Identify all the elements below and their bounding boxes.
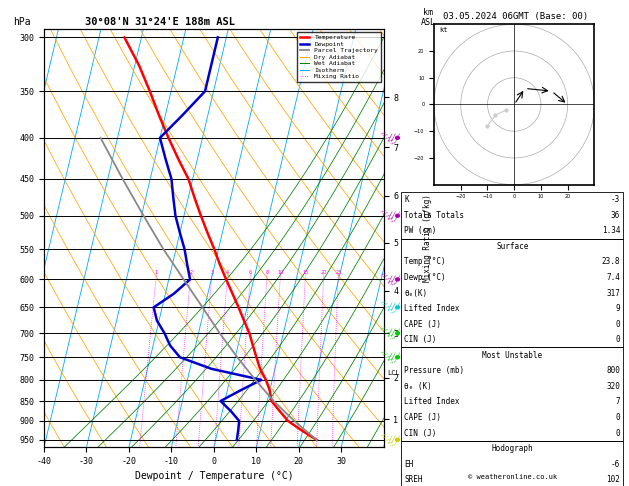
Text: ╱╱╱: ╱╱╱ xyxy=(387,134,399,142)
Text: ╱╱╱: ╱╱╱ xyxy=(387,353,399,362)
Text: 1.34: 1.34 xyxy=(602,226,620,235)
Text: CIN (J): CIN (J) xyxy=(404,335,437,344)
Text: 23.8: 23.8 xyxy=(602,258,620,266)
Text: 20: 20 xyxy=(321,270,327,275)
Text: /////: ///// xyxy=(379,325,396,342)
Text: Pressure (mb): Pressure (mb) xyxy=(404,366,465,375)
Text: PW (cm): PW (cm) xyxy=(404,226,437,235)
Text: 0: 0 xyxy=(616,320,620,329)
Text: CAPE (J): CAPE (J) xyxy=(404,320,442,329)
Text: /////: ///// xyxy=(379,349,396,365)
Text: 30°08'N 31°24'E 188m ASL: 30°08'N 31°24'E 188m ASL xyxy=(85,17,235,27)
Text: km
ASL: km ASL xyxy=(420,8,435,27)
Y-axis label: Mixing Ratio (g/kg): Mixing Ratio (g/kg) xyxy=(423,194,432,282)
Text: ╱╱╱: ╱╱╱ xyxy=(387,436,399,444)
Text: 2: 2 xyxy=(189,270,192,275)
Text: ╱╱╱: ╱╱╱ xyxy=(387,212,399,220)
Text: 10: 10 xyxy=(277,270,284,275)
Text: 15: 15 xyxy=(303,270,309,275)
Text: Surface: Surface xyxy=(496,242,528,251)
Text: 7: 7 xyxy=(616,398,620,406)
Text: /////: ///// xyxy=(379,208,396,224)
Text: Dewp (°C): Dewp (°C) xyxy=(404,273,446,282)
Text: EH: EH xyxy=(404,460,414,469)
Text: ╱╱╱: ╱╱╱ xyxy=(387,329,399,337)
Text: 0: 0 xyxy=(616,429,620,437)
Text: Temp (°C): Temp (°C) xyxy=(404,258,446,266)
Text: /////: ///// xyxy=(379,271,396,288)
Text: LCL: LCL xyxy=(387,370,400,376)
Text: Totals Totals: Totals Totals xyxy=(404,211,465,220)
Text: /////: ///// xyxy=(379,432,396,448)
Text: 8: 8 xyxy=(265,270,269,275)
Text: 36: 36 xyxy=(611,211,620,220)
Text: θₑ (K): θₑ (K) xyxy=(404,382,432,391)
Text: ╱╱╱: ╱╱╱ xyxy=(387,303,399,312)
Text: K: K xyxy=(404,195,409,204)
Text: 03.05.2024 06GMT (Base: 00): 03.05.2024 06GMT (Base: 00) xyxy=(443,12,588,21)
Text: 102: 102 xyxy=(606,475,620,484)
Text: CAPE (J): CAPE (J) xyxy=(404,413,442,422)
Text: Hodograph: Hodograph xyxy=(491,444,533,453)
Text: 6: 6 xyxy=(249,270,252,275)
Text: 0: 0 xyxy=(616,335,620,344)
Text: /////: ///// xyxy=(379,129,396,146)
Text: 0: 0 xyxy=(616,413,620,422)
Text: 25: 25 xyxy=(335,270,342,275)
Text: CIN (J): CIN (J) xyxy=(404,429,437,437)
Text: 800: 800 xyxy=(606,366,620,375)
Text: -6: -6 xyxy=(611,460,620,469)
Text: ╱╱╱: ╱╱╱ xyxy=(387,275,399,283)
Text: Lifted Index: Lifted Index xyxy=(404,304,460,313)
Text: /////: ///// xyxy=(379,299,396,316)
X-axis label: Dewpoint / Temperature (°C): Dewpoint / Temperature (°C) xyxy=(135,471,293,482)
Legend: Temperature, Dewpoint, Parcel Trajectory, Dry Adiabat, Wet Adiabat, Isotherm, Mi: Temperature, Dewpoint, Parcel Trajectory… xyxy=(298,32,381,82)
Text: Most Unstable: Most Unstable xyxy=(482,351,542,360)
Text: θₑ(K): θₑ(K) xyxy=(404,289,428,297)
Text: 4: 4 xyxy=(226,270,229,275)
Text: 317: 317 xyxy=(606,289,620,297)
Text: hPa: hPa xyxy=(13,17,31,27)
Text: 320: 320 xyxy=(606,382,620,391)
Text: 7.4: 7.4 xyxy=(606,273,620,282)
Text: -3: -3 xyxy=(611,195,620,204)
Text: © weatheronline.co.uk: © weatheronline.co.uk xyxy=(468,474,557,480)
Text: Lifted Index: Lifted Index xyxy=(404,398,460,406)
Text: 3: 3 xyxy=(211,270,213,275)
Text: kt: kt xyxy=(440,27,448,34)
Text: 9: 9 xyxy=(616,304,620,313)
Text: SREH: SREH xyxy=(404,475,423,484)
Text: 1: 1 xyxy=(155,270,158,275)
